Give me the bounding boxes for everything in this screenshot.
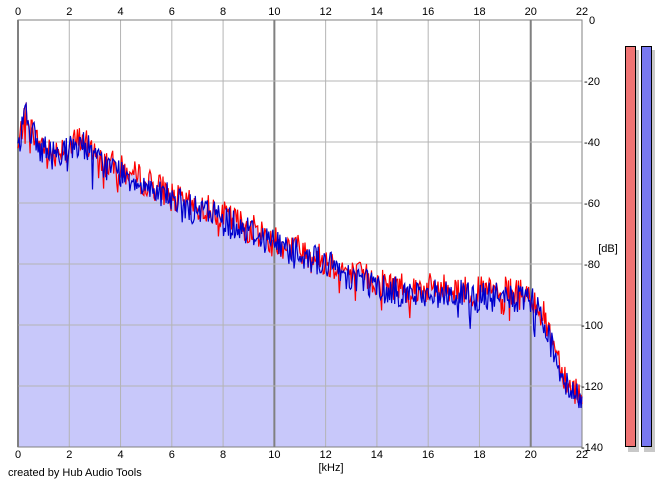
x-tick-label-bottom: 8 [220,449,226,461]
x-tick-label-bottom: 14 [371,449,383,461]
series-line-left-channel [17,102,583,405]
x-tick-label-bottom: 22 [576,449,588,461]
x-tick-label-bottom: 0 [15,449,21,461]
x-tick-label-top: 2 [66,6,72,18]
level-meter-left [625,46,636,447]
x-tick-label-top: 0 [15,6,21,18]
x-tick-label-top: 8 [220,6,226,18]
x-tick-label-top: 6 [169,6,175,18]
y-tick-label: 0 [589,15,595,27]
y-tick-label: -60 [584,198,600,210]
x-tick-label-top: 22 [576,6,588,18]
level-meter-right [641,46,652,447]
y-axis-right-ticks: 0 -20 -40 -60 -80 -100 -120 -140 [581,15,603,454]
x-tick-label-top: 20 [525,6,537,18]
x-tick-label-bottom: 20 [525,449,537,461]
x-tick-label-bottom: 18 [473,449,485,461]
x-tick-label-top: 14 [371,6,383,18]
y-tick-label: -140 [581,442,603,454]
y-tick-label: -40 [584,137,600,149]
x-tick-label-top: 12 [320,6,332,18]
x-tick-label-bottom: 6 [169,449,175,461]
series-lines [17,101,583,409]
x-axis-top-ticks: 0 2 4 6 8 10 12 14 16 18 20 22 [15,6,588,18]
y-axis-label: [dB] [598,243,618,255]
x-tick-label-top: 4 [117,6,123,18]
y-tick-label: -20 [584,76,600,88]
grid [17,19,583,448]
y-tick-label: -80 [584,259,600,271]
y-tick-label: -100 [581,320,603,332]
x-tick-label-bottom: 2 [66,449,72,461]
y-tick-label: -120 [581,381,603,393]
x-axis-label: [kHz] [318,462,343,474]
plot-border [17,19,583,448]
series-line-right-channel [17,101,583,409]
x-tick-label-bottom: 4 [117,449,123,461]
x-tick-label-bottom: 16 [422,449,434,461]
footer-credit: created by Hub Audio Tools [8,467,142,479]
x-tick-label-bottom: 10 [268,449,280,461]
x-tick-label-bottom: 12 [320,449,332,461]
x-tick-label-top: 16 [422,6,434,18]
x-tick-label-top: 10 [268,6,280,18]
x-tick-label-top: 18 [473,6,485,18]
x-axis-bottom-ticks: 0 2 4 6 8 10 12 14 16 18 20 22 [15,449,588,461]
